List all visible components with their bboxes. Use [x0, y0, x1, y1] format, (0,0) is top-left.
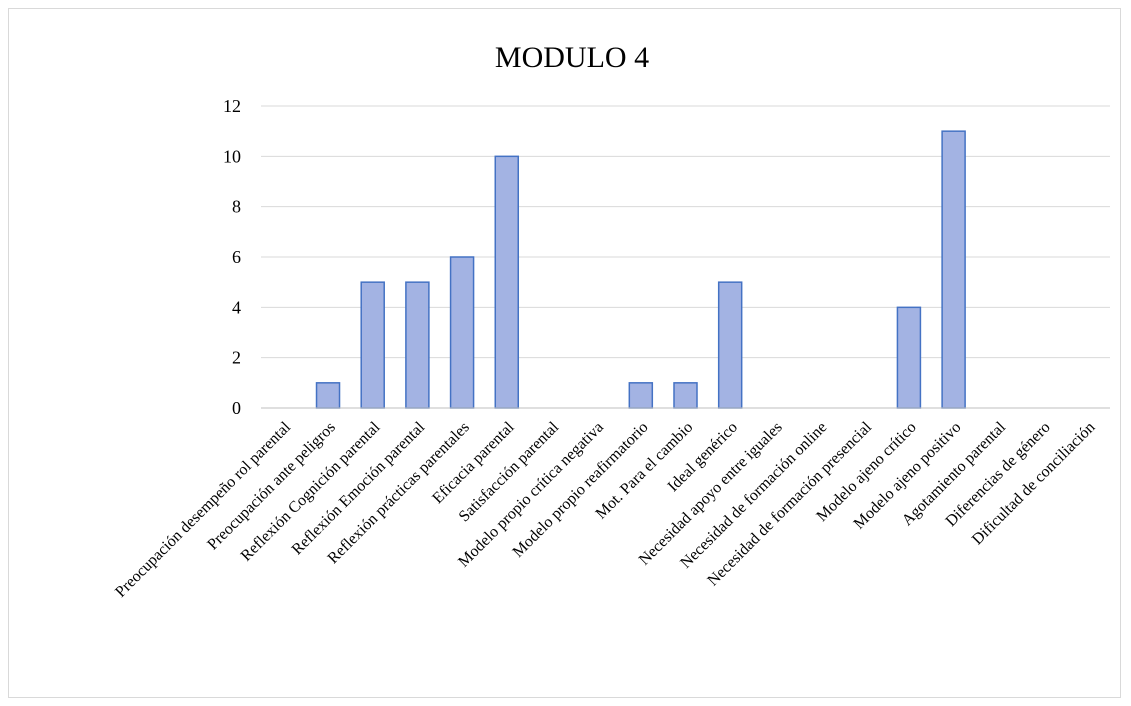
bars: [315, 130, 966, 409]
y-tick-label: 6: [232, 247, 241, 267]
bar: [315, 382, 341, 409]
bar: [896, 306, 922, 409]
y-axis-ticks: 0 2 4 6 8 10 12: [223, 96, 241, 418]
y-tick-label: 8: [232, 197, 241, 217]
y-tick-label: 12: [223, 96, 241, 116]
x-axis-category-labels: Preocupación desempeño rol parentalPreoc…: [112, 418, 1098, 600]
bar: [405, 281, 430, 409]
x-category-label: Necesidad de formación presencial: [704, 418, 875, 589]
x-category-label: Preocupación desempeño rol parental: [112, 418, 294, 600]
x-category-label: Eficacia parental: [429, 418, 518, 507]
bar: [673, 382, 698, 409]
grid-lines: [261, 105, 1110, 359]
bar: [494, 155, 520, 409]
y-tick-label: 4: [232, 297, 241, 317]
chart-title: MODULO 4: [495, 41, 649, 74]
bar: [449, 256, 475, 409]
bar: [717, 281, 743, 409]
y-tick-label: 0: [232, 398, 241, 418]
bar: [628, 382, 654, 409]
y-tick-label: 10: [223, 146, 241, 166]
bar: [360, 281, 385, 409]
y-tick-label: 2: [232, 348, 241, 368]
bar: [941, 130, 966, 409]
chart-frame: [8, 8, 1121, 698]
